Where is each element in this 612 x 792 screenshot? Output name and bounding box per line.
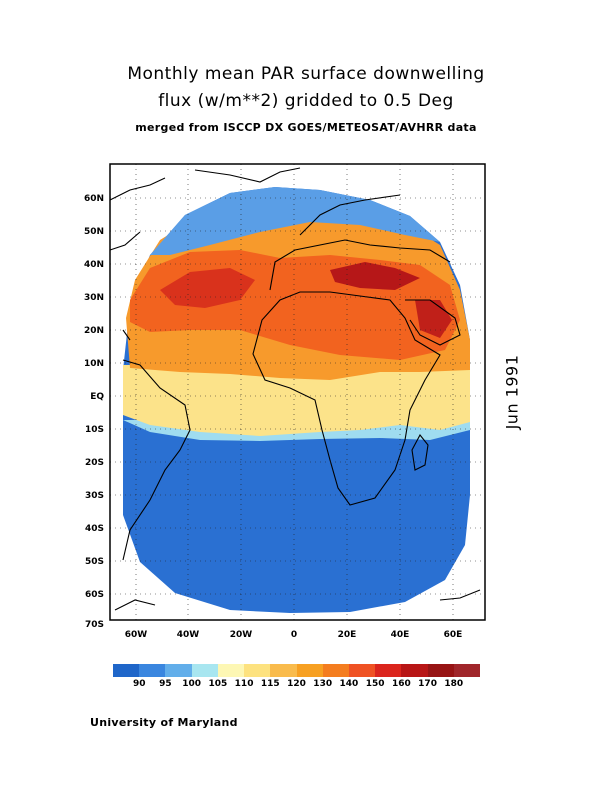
colorbar-swatch [191, 664, 218, 677]
colorbar-tick-label: 160 [391, 679, 411, 689]
colorbar-tick-label: 95 [159, 679, 172, 689]
lon-tick-label: 20W [230, 630, 253, 640]
map-frame [109, 163, 486, 621]
latitude-axis: 60N 50N 40N 30N 20N 10N EQ 10S 20S 30S 4… [84, 194, 104, 630]
colorbar-swatch [401, 664, 428, 677]
chart-subtitle: merged from ISCCP DX GOES/METEOSAT/AVHRR… [135, 121, 477, 134]
colorbar-tick-label: 170 [418, 679, 437, 689]
colorbar-tick-label: 130 [313, 679, 333, 689]
mediterranean-max [330, 262, 420, 290]
arabia-coast [405, 299, 461, 346]
colorbar [113, 664, 481, 677]
colorbar-tick-label: 90 [132, 679, 146, 689]
colorbar-swatch [244, 664, 271, 677]
longitude-axis: 60W 40W 20W 0 20E 40E 60E [125, 630, 463, 640]
colorbar-swatch [427, 664, 454, 677]
chart-title-line-2: flux (w/m**2) gridded to 0.5 Deg [158, 91, 454, 111]
north-america-coast [109, 177, 166, 341]
northern-cap [150, 187, 440, 255]
lat-tick-label: 50N [84, 227, 104, 237]
lat-tick-label: 60N [84, 194, 104, 204]
colorbar-swatch [348, 664, 376, 677]
colorbar-tick-label: 180 [444, 679, 464, 689]
lon-tick-label: 60E [444, 630, 463, 640]
colorbar-tick-label: 150 [365, 679, 385, 689]
south-america-coast [122, 359, 191, 561]
date-label: Jun 1991 [502, 354, 522, 430]
lat-tick-label: 30N [84, 293, 104, 303]
chart-title-line-1: Monthly mean PAR surface downwelling [127, 64, 485, 84]
credit-label: University of Maryland [90, 716, 238, 729]
lat-tick-label: 70S [85, 620, 104, 630]
lat-tick-label: 50S [85, 557, 104, 567]
lat-tick-label: 10S [85, 425, 104, 435]
atlantic-max [160, 268, 255, 308]
lat-tick-label: 60S [85, 590, 104, 600]
lon-tick-label: 60W [125, 630, 148, 640]
colorbar-swatch [453, 664, 481, 677]
colorbar-swatch [375, 664, 402, 677]
colorbar-tick-label: 140 [339, 679, 359, 689]
colorbar-tick-label: 115 [260, 679, 280, 689]
antarctic-coast [114, 589, 481, 611]
colorbar-labels: 90 95 100 105 110 115 120 130 140 150 160 170 180 [113, 679, 480, 693]
colorbar-tick-label: 100 [182, 679, 202, 689]
europe-coast [269, 194, 451, 291]
colorbar-swatch [296, 664, 323, 677]
lon-tick-label: 0 [291, 630, 297, 640]
lon-tick-label: 40W [177, 630, 200, 640]
colorbar-swatch [165, 664, 192, 677]
lon-tick-label: 20E [338, 630, 357, 640]
lat-tick-label: 20N [84, 326, 104, 336]
coastlines [109, 167, 481, 611]
south-trop-yellow [123, 365, 470, 436]
colorbar-swatch [270, 664, 297, 677]
lat-tick-label: 30S [85, 491, 104, 501]
colorbar-tick-label: 120 [287, 679, 306, 689]
lat-tick-label: 40S [85, 524, 104, 534]
graticule [110, 164, 485, 620]
flux-field [123, 187, 470, 613]
greenland-coast [194, 167, 301, 183]
colorbar-swatch [322, 664, 349, 677]
lat-tick-label: 10N [84, 359, 104, 369]
colorbar-tick-label: 110 [234, 679, 254, 689]
africa-coast [252, 291, 441, 506]
colorbar-tick-label: 105 [208, 679, 228, 689]
colorbar-swatch [113, 664, 140, 677]
madagascar-coast [411, 434, 429, 471]
colorbar-swatch [139, 664, 166, 677]
lat-tick-label: 20S [85, 458, 104, 468]
lon-tick-label: 40E [391, 630, 410, 640]
lat-tick-label: 40N [84, 260, 104, 270]
colorbar-swatch [217, 664, 245, 677]
lat-tick-label: EQ [90, 392, 104, 402]
